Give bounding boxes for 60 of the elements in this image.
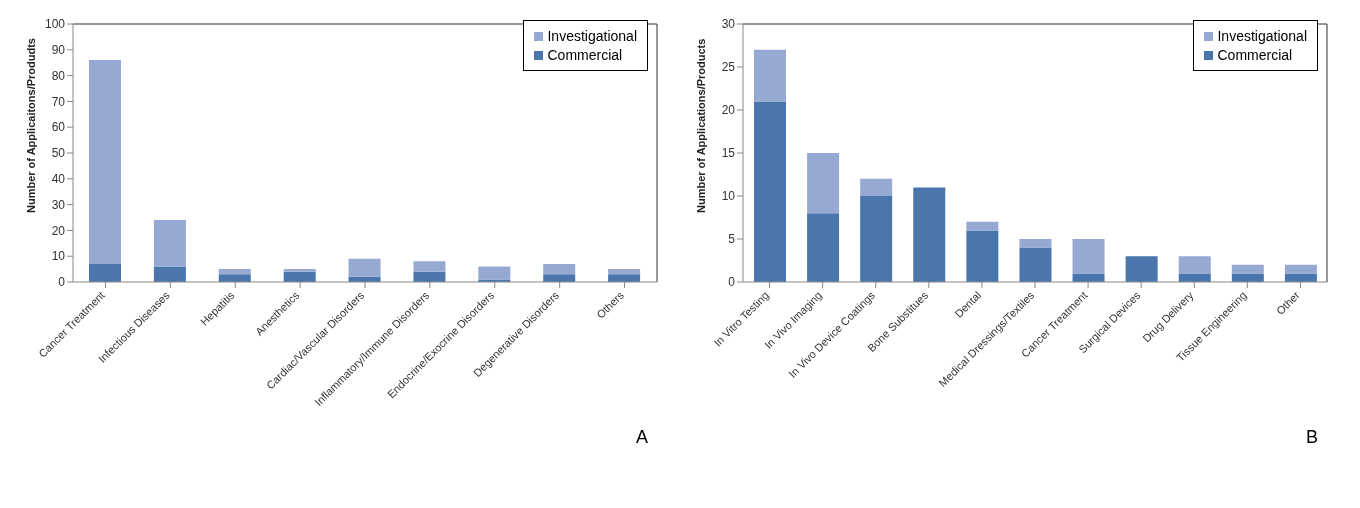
bar [754, 101, 786, 282]
text: B [1305, 427, 1318, 448]
bar [1231, 264, 1264, 274]
y-tick-label: 5 [728, 232, 736, 247]
bar [1231, 273, 1264, 282]
legend-label: Commercial [547, 47, 623, 63]
y-tick-label: 50 [51, 146, 66, 161]
text: A [635, 427, 648, 448]
y-axis-title: Number of Applications/Products [694, 38, 707, 213]
bar [153, 220, 186, 267]
bar [89, 60, 121, 264]
y-tick-label: 60 [51, 120, 66, 135]
y-tick-label: 100 [44, 17, 66, 32]
bar [966, 221, 999, 231]
bar [807, 213, 840, 282]
y-tick-label: 15 [721, 146, 736, 161]
bar [860, 178, 893, 196]
bar [754, 49, 786, 102]
y-tick-label: 20 [721, 103, 736, 118]
bar [608, 269, 641, 275]
bar [543, 274, 576, 282]
bar [1019, 247, 1052, 282]
legend-label: Investigational [1217, 28, 1307, 44]
bar [413, 261, 446, 272]
bar [348, 258, 381, 277]
bar [1178, 256, 1211, 274]
y-tick-label: 30 [51, 197, 66, 212]
y-tick-label: 10 [51, 249, 66, 264]
bar [860, 196, 893, 282]
legend-label: Commercial [1217, 47, 1293, 63]
bar [218, 274, 251, 282]
bar [1284, 273, 1317, 282]
y-tick-label: 0 [728, 275, 736, 290]
bar [1019, 239, 1052, 248]
bar [913, 187, 946, 282]
bar [966, 230, 999, 282]
y-axis-title: Number of Applicaitons/Produdts [24, 38, 37, 213]
bar [1178, 273, 1211, 282]
y-tick-label: 40 [51, 172, 66, 187]
bar [153, 266, 186, 282]
y-tick-label: 30 [721, 17, 736, 32]
bar [608, 274, 641, 282]
y-tick-label: 90 [51, 43, 66, 58]
bar [283, 269, 316, 272]
y-tick-label: 70 [51, 94, 66, 109]
legend-label: Investigational [547, 28, 637, 44]
bar [218, 269, 251, 275]
y-tick-label: 80 [51, 68, 66, 83]
bar [543, 263, 576, 275]
y-tick-label: 25 [721, 60, 736, 75]
bar [1072, 239, 1105, 274]
bar [1125, 256, 1158, 282]
bar [89, 263, 121, 282]
bar [807, 153, 840, 214]
y-tick-label: 0 [58, 275, 66, 290]
bar [478, 266, 511, 280]
bar [1072, 273, 1105, 282]
y-tick-label: 10 [721, 189, 736, 204]
y-tick-label: 20 [51, 223, 66, 238]
bar [1284, 264, 1317, 274]
